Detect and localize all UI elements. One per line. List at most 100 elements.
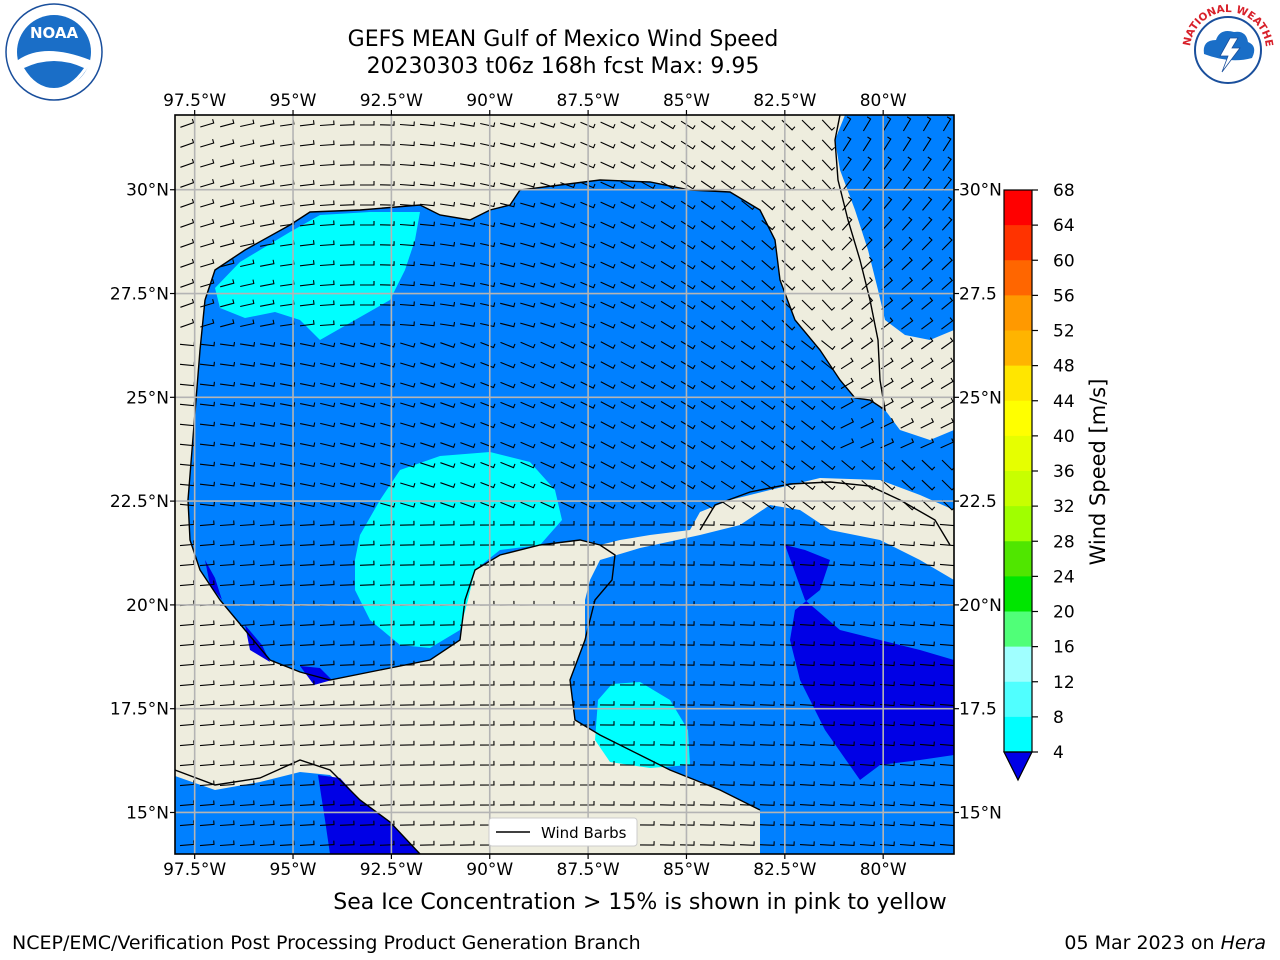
wind-barb bbox=[180, 198, 195, 208]
wind-barb bbox=[360, 181, 375, 186]
wind-barb bbox=[699, 661, 715, 666]
wind-barb bbox=[379, 660, 395, 666]
wind-barb bbox=[680, 320, 696, 330]
wind-barb bbox=[419, 820, 435, 826]
wind-barb bbox=[200, 319, 215, 328]
wind-barb bbox=[240, 319, 255, 328]
wind-barb bbox=[419, 181, 435, 187]
wind-barb bbox=[560, 501, 576, 509]
wind-barb bbox=[340, 402, 356, 408]
wind-barb bbox=[299, 240, 315, 247]
wind-barb bbox=[859, 641, 875, 647]
wind-barb bbox=[599, 801, 615, 806]
credit-text: NCEP/EMC/Verification Post Processing Pr… bbox=[12, 932, 641, 954]
wind-barb bbox=[180, 218, 195, 228]
wind-barb bbox=[319, 760, 335, 766]
wind-barb bbox=[340, 362, 356, 368]
lat-label-left: 27.5°N bbox=[110, 285, 169, 305]
wind-barb bbox=[359, 520, 375, 526]
wind-barb bbox=[660, 160, 676, 170]
wind-barb bbox=[899, 821, 915, 827]
wind-barb bbox=[419, 301, 435, 307]
wind-barb bbox=[279, 442, 296, 447]
wind-barb bbox=[500, 501, 516, 509]
wind-barb bbox=[440, 482, 456, 489]
wind-barb bbox=[660, 140, 676, 150]
colorbar-segment bbox=[1004, 295, 1032, 331]
wind-barb bbox=[801, 500, 816, 511]
wind-barb bbox=[599, 721, 615, 726]
wind-barb bbox=[761, 259, 776, 271]
wind-barb bbox=[240, 402, 256, 407]
wind-barb bbox=[540, 721, 555, 726]
wind-barb bbox=[679, 741, 695, 746]
wind-barb bbox=[939, 561, 954, 567]
wind-barb bbox=[660, 441, 676, 450]
wind-barb bbox=[659, 781, 675, 786]
wind-barb bbox=[600, 421, 616, 429]
wind-barb bbox=[219, 660, 235, 667]
wind-barb bbox=[839, 801, 855, 806]
wind-barb bbox=[639, 781, 655, 786]
map-area bbox=[175, 115, 954, 854]
wind-barb bbox=[860, 337, 874, 350]
wind-barb bbox=[299, 640, 315, 646]
wind-barb bbox=[619, 561, 635, 566]
wind-barb bbox=[360, 161, 375, 166]
wind-barb bbox=[519, 620, 535, 626]
wind-barb bbox=[440, 121, 456, 127]
wind-barb bbox=[719, 821, 735, 826]
wind-barb bbox=[439, 760, 455, 766]
wind-barb bbox=[259, 640, 275, 647]
wind-barb bbox=[741, 280, 756, 291]
wind-barb bbox=[801, 400, 816, 411]
wind-barb bbox=[699, 541, 715, 546]
wind-barb bbox=[299, 760, 315, 766]
wind-barb bbox=[479, 740, 495, 746]
wind-barb bbox=[360, 321, 375, 326]
wind-barb bbox=[500, 302, 516, 308]
wind-barb bbox=[360, 121, 375, 126]
colorbar-tick-label: 8 bbox=[1053, 708, 1064, 728]
wind-barb bbox=[220, 279, 235, 288]
wind-barb bbox=[379, 161, 395, 166]
wind-barb bbox=[400, 342, 416, 348]
wind-barb bbox=[679, 761, 695, 766]
wind-barb bbox=[901, 216, 913, 231]
wind-barb bbox=[279, 342, 296, 347]
wind-barb bbox=[180, 158, 195, 168]
wind-barb bbox=[839, 521, 855, 526]
wind-barb bbox=[319, 140, 335, 147]
colorbar-ticks: 68 64 60 56 52 48 44 40 36 32 28 24 20 16 12 8 4 bbox=[1032, 181, 1075, 763]
wind-barb bbox=[459, 820, 475, 826]
wind-barb bbox=[299, 482, 316, 488]
wind-barb bbox=[480, 322, 496, 328]
wind-barb bbox=[259, 159, 275, 167]
wind-barb bbox=[380, 462, 396, 468]
colorbar-tick-label: 20 bbox=[1053, 603, 1075, 623]
wind-barb bbox=[659, 641, 675, 646]
wind-barb bbox=[299, 260, 315, 267]
wind-barb bbox=[420, 502, 436, 508]
wind-barb bbox=[600, 281, 616, 289]
wind-barb bbox=[379, 261, 395, 266]
wind-barb bbox=[919, 821, 935, 827]
wind-barb bbox=[761, 239, 776, 251]
wind-barb bbox=[220, 481, 236, 487]
wind-barb bbox=[399, 740, 415, 746]
wind-barb bbox=[379, 840, 395, 846]
wind-barb bbox=[882, 196, 893, 211]
wind-barb bbox=[881, 256, 893, 271]
wind-barb bbox=[240, 119, 255, 128]
wind-barbs bbox=[179, 116, 954, 847]
wind-barb bbox=[359, 800, 375, 806]
wind-barb bbox=[640, 241, 656, 250]
wind-barb bbox=[580, 661, 595, 666]
wind-barb bbox=[639, 561, 655, 566]
wind-barb bbox=[880, 438, 895, 449]
colorbar-under-arrow bbox=[1003, 751, 1033, 782]
wind-barb bbox=[540, 441, 556, 449]
wind-barb bbox=[580, 421, 596, 429]
wind-barb bbox=[939, 821, 954, 827]
wind-barb bbox=[480, 282, 496, 288]
